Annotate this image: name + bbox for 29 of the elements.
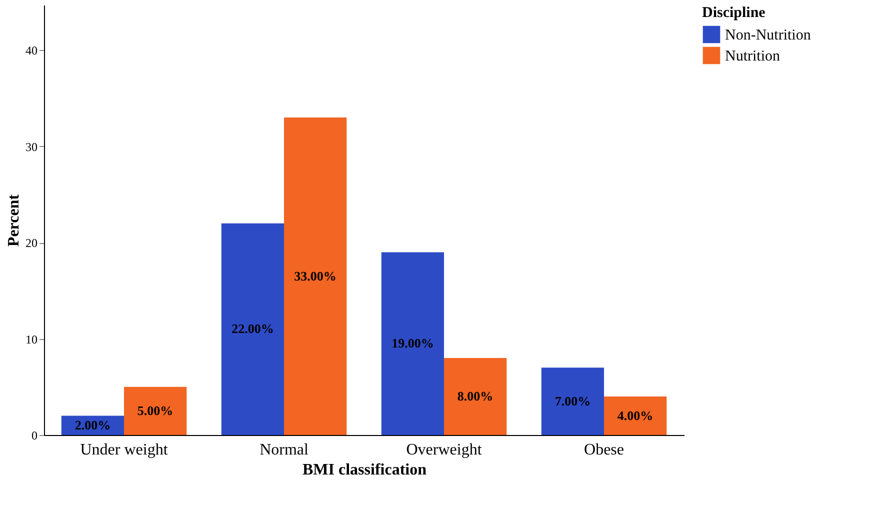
bar xyxy=(124,386,187,435)
x-tick-label: Overweight xyxy=(406,442,482,458)
legend-label: Non-Nutrition xyxy=(725,28,812,44)
data-label: 2.00% xyxy=(74,417,111,432)
bar xyxy=(381,252,444,435)
bar xyxy=(444,358,507,435)
x-tick-label: Obese xyxy=(584,442,624,458)
y-tick-label: 10 xyxy=(26,332,38,346)
data-label: 4.00% xyxy=(617,408,654,423)
data-label: 8.00% xyxy=(457,388,494,404)
bar xyxy=(541,368,604,435)
data-label: 33.00% xyxy=(294,268,336,284)
bar xyxy=(284,118,347,435)
legend-title: Discipline xyxy=(702,5,766,21)
data-label: 22.00% xyxy=(232,321,274,336)
y-tick-label: 0 xyxy=(32,428,38,442)
y-tick-label: 20 xyxy=(26,236,38,250)
bar xyxy=(604,396,667,435)
data-label: 19.00% xyxy=(392,336,434,351)
bar xyxy=(221,223,284,435)
x-tick-label: Under weight xyxy=(80,442,168,458)
y-tick-label: 40 xyxy=(26,44,38,58)
x-tick-label: Normal xyxy=(260,442,309,458)
y-axis-title: Percent xyxy=(6,194,22,247)
data-label: 7.00% xyxy=(554,393,591,408)
legend-label: Nutrition xyxy=(725,48,780,64)
x-axis-title: BMI classification xyxy=(302,462,427,478)
data-label: 5.00% xyxy=(137,402,174,418)
y-tick-label: 30 xyxy=(26,140,38,154)
